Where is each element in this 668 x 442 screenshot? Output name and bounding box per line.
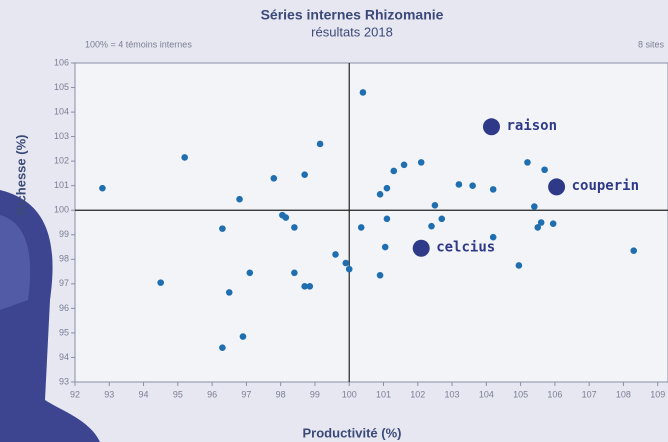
x-tick-label: 107 [582, 389, 597, 399]
point-label: raison [506, 118, 557, 134]
x-tick-label: 94 [139, 389, 149, 399]
y-tick-label: 102 [54, 156, 69, 166]
y-tick-label: 104 [54, 106, 69, 116]
point [306, 283, 314, 290]
point [246, 269, 254, 277]
point [239, 333, 247, 340]
point [181, 154, 188, 161]
x-tick-label: 105 [513, 389, 528, 399]
point [282, 214, 290, 221]
point [219, 225, 226, 232]
point [301, 171, 308, 178]
x-axis-label: Productivité (%) [303, 425, 402, 440]
point [630, 247, 638, 255]
x-tick-label: 100 [342, 389, 357, 399]
point [376, 271, 384, 279]
point [400, 161, 408, 169]
point [376, 190, 384, 198]
y-tick-label: 96 [59, 303, 69, 313]
point [291, 224, 298, 231]
chart-subtitle: résultats 2018 [311, 24, 393, 39]
point [157, 279, 164, 286]
y-tick-label: 103 [54, 131, 69, 141]
point [455, 181, 463, 188]
point-label: couperin [572, 178, 639, 194]
x-tick-label: 96 [207, 389, 217, 399]
chart-title: Séries internes Rhizomanie [261, 7, 444, 23]
x-tick-label: 103 [445, 389, 460, 399]
point [345, 265, 353, 273]
y-tick-label: 97 [59, 278, 69, 288]
x-tick-label: 95 [173, 389, 183, 399]
y-tick-label: 99 [59, 229, 69, 239]
y-tick-label: 98 [59, 254, 69, 264]
x-tick-label: 108 [616, 389, 631, 399]
point [537, 219, 545, 226]
point [359, 89, 367, 96]
point [332, 251, 339, 258]
x-tick-label: 101 [376, 389, 391, 399]
point [99, 184, 106, 192]
y-tick-label: 105 [54, 82, 69, 92]
point [524, 159, 531, 166]
note: 100% = 4 témoins internes [85, 39, 192, 49]
point [489, 186, 497, 193]
point-label: celcius [436, 239, 495, 255]
y-tick-label: 93 [59, 376, 69, 386]
point [291, 269, 298, 277]
y-axis-label: Richesse (%) [13, 135, 28, 216]
x-tick-label: 104 [479, 389, 494, 399]
point [383, 215, 391, 223]
point [301, 283, 308, 290]
x-tick-label: 98 [276, 389, 286, 399]
point [381, 243, 389, 251]
x-tick-label: 109 [650, 389, 665, 399]
point [219, 344, 226, 351]
point [342, 259, 350, 267]
point [270, 175, 278, 182]
point [383, 184, 391, 192]
point [534, 224, 542, 231]
decor-shape [0, 215, 31, 310]
point [489, 233, 497, 241]
point [438, 215, 446, 223]
point [236, 195, 243, 203]
point [390, 167, 398, 175]
point [515, 262, 523, 269]
point [316, 140, 324, 148]
point [531, 203, 538, 210]
point [225, 289, 233, 296]
point [431, 202, 439, 209]
x-tick-label: 97 [241, 389, 251, 399]
y-tick-label: 106 [54, 57, 69, 67]
y-tick-label: 94 [59, 352, 69, 362]
y-tick-label: 95 [59, 327, 69, 337]
point [417, 159, 425, 166]
highlight-point [482, 118, 500, 136]
note: 8 sites [638, 39, 665, 49]
y-tick-label: 101 [54, 180, 69, 190]
point [541, 166, 548, 174]
y-tick-label: 100 [54, 205, 69, 215]
x-tick-label: 93 [104, 389, 114, 399]
highlight-point [412, 239, 430, 257]
point [469, 182, 476, 189]
x-tick-label: 102 [410, 389, 425, 399]
x-tick-label: 92 [70, 389, 80, 399]
x-tick-label: 99 [310, 389, 320, 399]
point [549, 220, 557, 228]
highlight-point [548, 178, 566, 196]
point [357, 224, 365, 231]
x-tick-label: 106 [547, 389, 562, 399]
plot-area [74, 62, 668, 383]
point [428, 222, 435, 230]
